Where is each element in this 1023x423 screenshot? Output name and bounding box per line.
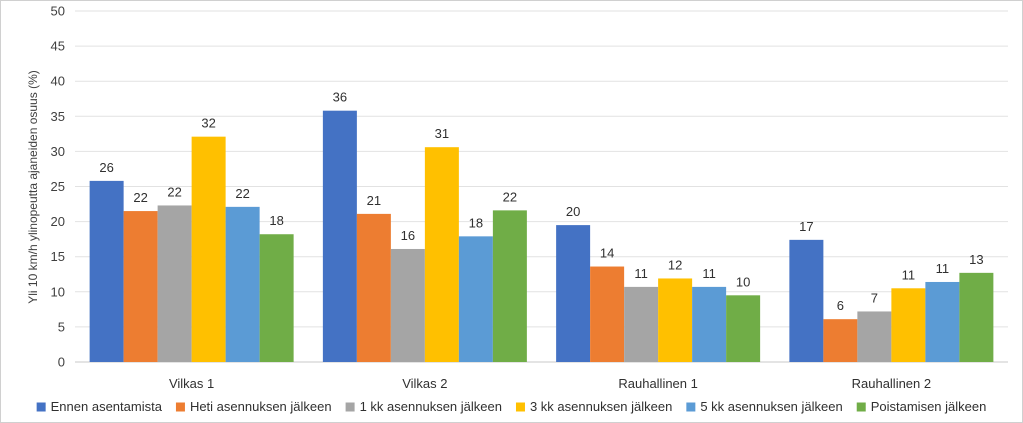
data-label: 17 [799,219,813,234]
data-label: 22 [503,189,517,204]
bar-5-3 [692,286,727,362]
bar-5-2 [458,236,493,362]
y-tick-label: 50 [51,4,65,19]
bar-5-4 [925,281,960,362]
data-label: 22 [167,184,181,199]
legend: Ennen asentamista Heti asennuksen jälkeen… [36,399,987,414]
data-label: 11 [936,261,950,276]
y-axis-title: Yli 10 km/h ylinopeutta ajaneiden osuus … [26,70,40,303]
data-label: 11 [902,267,916,282]
bar-6-4 [959,272,994,362]
y-tick-label: 15 [51,249,65,264]
data-label: 22 [235,186,249,201]
legend-swatch [36,402,46,412]
bar-6-1 [259,234,294,362]
legend-label: 1 kk asennuksen jälkeen [360,399,502,414]
data-label: 12 [668,257,682,272]
legend-item: 5 kk asennuksen jälkeen [686,399,843,414]
y-tick-label: 10 [51,284,65,299]
legend-item: Ennen asentamista [36,399,163,414]
bar-3-4 [857,311,892,362]
data-label: 36 [333,90,347,105]
y-tick-label: 30 [51,144,65,159]
legend-label: 3 kk asennuksen jälkeen [530,399,672,414]
legend-swatch [515,402,525,412]
legend-swatch [345,402,355,412]
bar-2-1 [123,211,158,362]
data-label: 21 [367,193,381,208]
bar-2-3 [590,266,625,362]
data-label: 22 [133,190,147,205]
y-tick-label: 25 [51,179,65,194]
legend-label: 5 kk asennuksen jälkeen [700,399,842,414]
data-label: 14 [600,246,614,261]
legend-label: Heti asennuksen jälkeen [190,399,332,414]
bars [89,110,994,363]
data-label: 7 [871,290,878,305]
bar-1-2 [322,110,357,363]
bar-4-3 [658,278,693,362]
data-label: 13 [969,252,983,267]
bar-6-2 [492,210,527,362]
bar-1-4 [789,239,824,362]
y-tick-label: 5 [58,319,65,334]
data-label: 18 [269,213,283,228]
bar-2-2 [356,213,391,362]
data-label: 10 [736,274,750,289]
data-label: 6 [837,298,844,313]
legend-swatch [686,402,696,412]
bar-3-2 [390,248,425,362]
category-label: Vilkas 2 [402,376,447,391]
bar-4-1 [191,136,226,362]
category-label: Vilkas 1 [169,376,214,391]
category-label: Rauhallinen 2 [852,376,932,391]
bar-1-3 [556,225,591,362]
legend-label: Ennen asentamista [51,399,163,414]
data-label: 26 [99,160,113,175]
bar-6-3 [726,295,761,362]
y-tick-label: 45 [51,39,65,54]
y-tick-label: 0 [58,355,65,370]
legend-label: Poistamisen jälkeen [871,399,987,414]
data-label: 11 [702,266,716,281]
bar-4-4 [891,288,926,362]
data-label: 11 [634,266,648,281]
bar-3-3 [624,286,659,362]
legend-item: 3 kk asennuksen jälkeen [515,399,672,414]
legend-item: Heti asennuksen jälkeen [175,399,332,414]
bar-3-1 [157,205,192,362]
bar-5-1 [225,206,260,362]
bar-4-2 [424,147,459,362]
legend-swatch [856,402,866,412]
y-tick-label: 40 [51,74,65,89]
data-label: 16 [401,228,415,243]
data-label: 20 [566,204,580,219]
category-labels: Vilkas 1 Vilkas 2 Rauhallinen 1 Rauhallinen… [169,376,931,391]
legend-item: 1 kk asennuksen jälkeen [345,399,502,414]
bar-2-4 [823,319,858,362]
legend-item: Poistamisen jälkeen [856,399,987,414]
y-tick-label: 35 [51,109,65,124]
data-labels: 26 22 22 32 22 18 36 21 16 31 18 22 20 14 11 12 11 10 17 6 7… [99,90,983,313]
y-tick-labels: 0 5 10 15 20 25 30 35 40 45 50 [51,4,65,370]
bar-1-1 [89,180,124,362]
data-label: 31 [435,126,449,141]
data-label: 18 [469,215,483,230]
category-label: Rauhallinen 1 [618,376,698,391]
y-tick-label: 20 [51,214,65,229]
data-label: 32 [201,116,215,131]
legend-swatch [175,402,185,412]
